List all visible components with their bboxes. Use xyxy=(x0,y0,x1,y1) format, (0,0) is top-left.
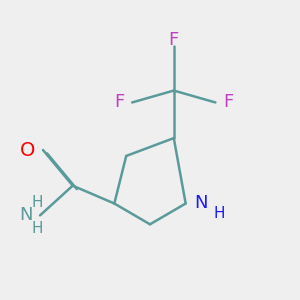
Text: F: F xyxy=(169,31,179,49)
Text: N: N xyxy=(195,194,208,212)
Text: N: N xyxy=(19,206,33,224)
Text: F: F xyxy=(223,93,233,111)
Text: F: F xyxy=(115,93,125,111)
Text: O: O xyxy=(20,140,36,160)
Text: H: H xyxy=(31,194,43,209)
Text: H: H xyxy=(31,221,43,236)
Text: H: H xyxy=(214,206,225,221)
